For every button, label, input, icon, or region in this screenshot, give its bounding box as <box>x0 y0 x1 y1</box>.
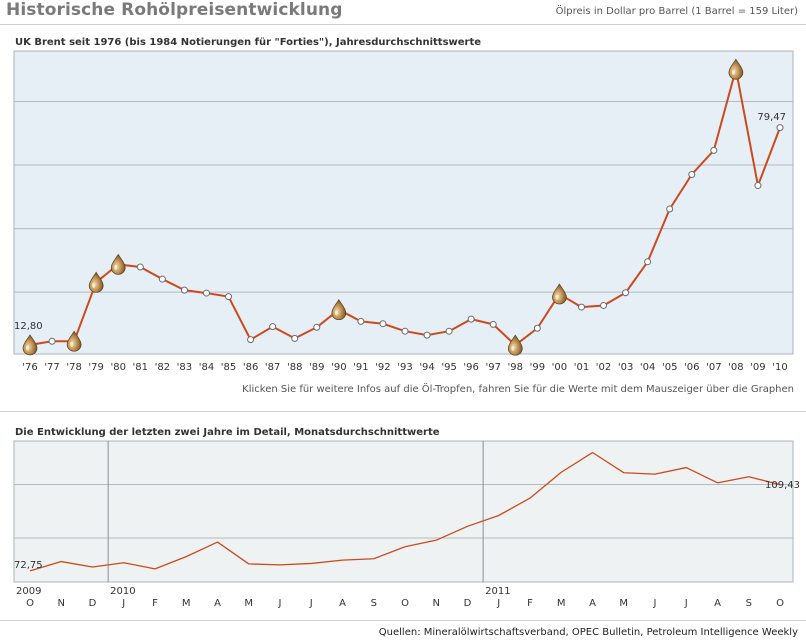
chart1-tick-label: '97 <box>485 362 500 373</box>
unit-subtitle: Ölpreis in Dollar pro Barrel (1 Barrel =… <box>555 6 798 17</box>
chart1-tick-label: '85 <box>221 362 236 373</box>
oil-drop-icon[interactable] <box>331 299 347 321</box>
chart1-point[interactable] <box>158 275 166 283</box>
chart1-point[interactable] <box>247 336 255 344</box>
chart1-point[interactable] <box>202 289 210 297</box>
oil-drop-icon[interactable] <box>110 253 126 275</box>
chart1-point[interactable] <box>489 320 497 328</box>
oil-drop-icon[interactable] <box>88 271 104 293</box>
chart1-tick-label: '86 <box>243 362 258 373</box>
chart1-tick-label: '04 <box>640 362 655 373</box>
chart1-tick-label: '79 <box>88 362 103 373</box>
chart1-tick-label: '91 <box>353 362 368 373</box>
chart1-point[interactable] <box>754 182 762 190</box>
chart1-tick-label: '00 <box>552 362 567 373</box>
chart1-point[interactable] <box>710 146 718 154</box>
chart1-tick-label: '90 <box>331 362 346 373</box>
chart1-point[interactable] <box>622 289 630 297</box>
chart1-tick-label: '93 <box>397 362 412 373</box>
chart1-point[interactable] <box>644 258 652 266</box>
chart1-tick-label: '99 <box>530 362 545 373</box>
chart1-point[interactable] <box>136 263 144 271</box>
chart1-point[interactable] <box>533 324 541 332</box>
chart1-tick-label: '10 <box>772 362 787 373</box>
chart1-point[interactable] <box>776 124 784 132</box>
chart1-tick-label: '76 <box>22 362 37 373</box>
oil-drop-icon[interactable] <box>507 334 523 356</box>
source-credit: Quellen: Mineralölwirtschaftsverband, OP… <box>378 627 798 638</box>
chart1-tick-label: '82 <box>155 362 170 373</box>
chart1-tick-label: '07 <box>706 362 721 373</box>
chart1-point[interactable] <box>577 303 585 311</box>
chart1-point[interactable] <box>379 320 387 328</box>
chart1-point[interactable] <box>291 334 299 342</box>
page-title: Historische Rohölpreisentwicklung <box>6 0 343 20</box>
chart1-tick-label: '78 <box>66 362 81 373</box>
chart1-tick-label: '89 <box>309 362 324 373</box>
chart1-tick-label: '98 <box>508 362 523 373</box>
oil-drop-icon[interactable] <box>552 283 567 305</box>
chart1-tick-label: '77 <box>44 362 59 373</box>
chart1-point[interactable] <box>401 327 409 335</box>
chart1-tick-label: '03 <box>618 362 633 373</box>
chart1-point[interactable] <box>600 301 608 309</box>
chart1-tick-label: '94 <box>419 362 434 373</box>
chart1-tick-label: '01 <box>574 362 589 373</box>
chart1-tick-label: '81 <box>133 362 148 373</box>
chart1-point[interactable] <box>467 315 475 323</box>
section-divider <box>0 411 806 412</box>
chart1-tick-label: '06 <box>684 362 699 373</box>
chart1-tick-label: '02 <box>596 362 611 373</box>
footer-divider <box>0 620 806 621</box>
chart1-point[interactable] <box>357 317 365 325</box>
chart1-point[interactable] <box>269 323 277 331</box>
hint-note: Klicken Sie für weitere Infos auf die Öl… <box>242 384 794 395</box>
chart1-tick-label: '95 <box>441 362 456 373</box>
chart1-tick-label: '88 <box>287 362 302 373</box>
chart1-tick-label: '80 <box>110 362 125 373</box>
chart1-point[interactable] <box>313 323 321 331</box>
chart1-tick-label: '84 <box>199 362 214 373</box>
chart1-point[interactable] <box>225 293 233 301</box>
chart1-last-value-label: 79,47 <box>757 112 786 123</box>
chart1-title: UK Brent seit 1976 (bis 1984 Notierungen… <box>15 37 482 48</box>
chart1-point[interactable] <box>688 170 696 178</box>
chart1-tick-label: '92 <box>375 362 390 373</box>
chart1-tick-label: '05 <box>662 362 677 373</box>
oil-drop-icon[interactable] <box>728 58 744 80</box>
chart1-tick-label: '09 <box>750 362 765 373</box>
chart1-tick-label: '87 <box>265 362 280 373</box>
oil-drop-icon[interactable] <box>22 334 38 356</box>
chart1-point[interactable] <box>666 205 674 213</box>
chart1-tick-label: '96 <box>463 362 478 373</box>
oil-drop-icon[interactable] <box>66 330 82 352</box>
chart1-tick-label: '83 <box>177 362 192 373</box>
chart1-point[interactable] <box>445 327 453 335</box>
header-divider <box>0 24 806 25</box>
chart2-title: Die Entwicklung der letzten zwei Jahre i… <box>15 427 440 438</box>
chart1-point[interactable] <box>423 331 431 339</box>
chart1-point[interactable] <box>180 286 188 294</box>
chart1-tick-label: '08 <box>728 362 743 373</box>
chart1-first-value-label: 12,80 <box>14 321 43 332</box>
chart1-plot-area <box>13 50 794 355</box>
chart1-point[interactable] <box>48 337 56 345</box>
